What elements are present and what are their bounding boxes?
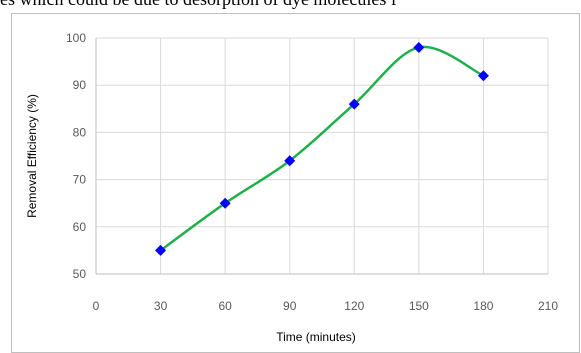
- x-tick-label: 150: [409, 299, 429, 313]
- data-point-marker: [284, 155, 296, 167]
- tick-labels: 50 60 70 80 90 100 0 30 60 90 120 150 180 210: [66, 31, 558, 313]
- y-tick-label: 100: [66, 31, 86, 45]
- axes: [95, 38, 548, 275]
- line-chart: 50 60 70 80 90 100 0 30 60 90 120 150 180 210 Time (m…: [25, 31, 558, 344]
- y-tick-label: 70: [73, 173, 87, 187]
- y-tick-label: 90: [73, 78, 87, 92]
- y-axis-title: Removal Efficiency (%): [25, 94, 39, 218]
- data-point-marker: [219, 197, 231, 209]
- data-point-marker: [155, 244, 167, 256]
- series: [155, 41, 489, 256]
- x-tick-label: 30: [154, 299, 168, 313]
- data-point-marker: [348, 98, 360, 110]
- data-point-marker: [477, 70, 489, 82]
- series-line: [159, 45, 484, 252]
- x-tick-label: 120: [344, 299, 364, 313]
- x-tick-label: 60: [218, 299, 232, 313]
- x-tick-label: 0: [93, 299, 100, 313]
- x-tick-label: 210: [538, 299, 558, 313]
- x-tick-label: 180: [473, 299, 493, 313]
- x-tick-label: 90: [283, 299, 297, 313]
- document-text-fragment: es which could be due to desorption of d…: [0, 0, 581, 10]
- data-point-marker: [413, 41, 425, 53]
- gridlines: [96, 37, 549, 274]
- x-axis-title: Time (minutes): [276, 330, 356, 344]
- y-tick-label: 50: [73, 267, 87, 281]
- y-tick-label: 60: [73, 220, 87, 234]
- y-tick-label: 80: [73, 125, 87, 139]
